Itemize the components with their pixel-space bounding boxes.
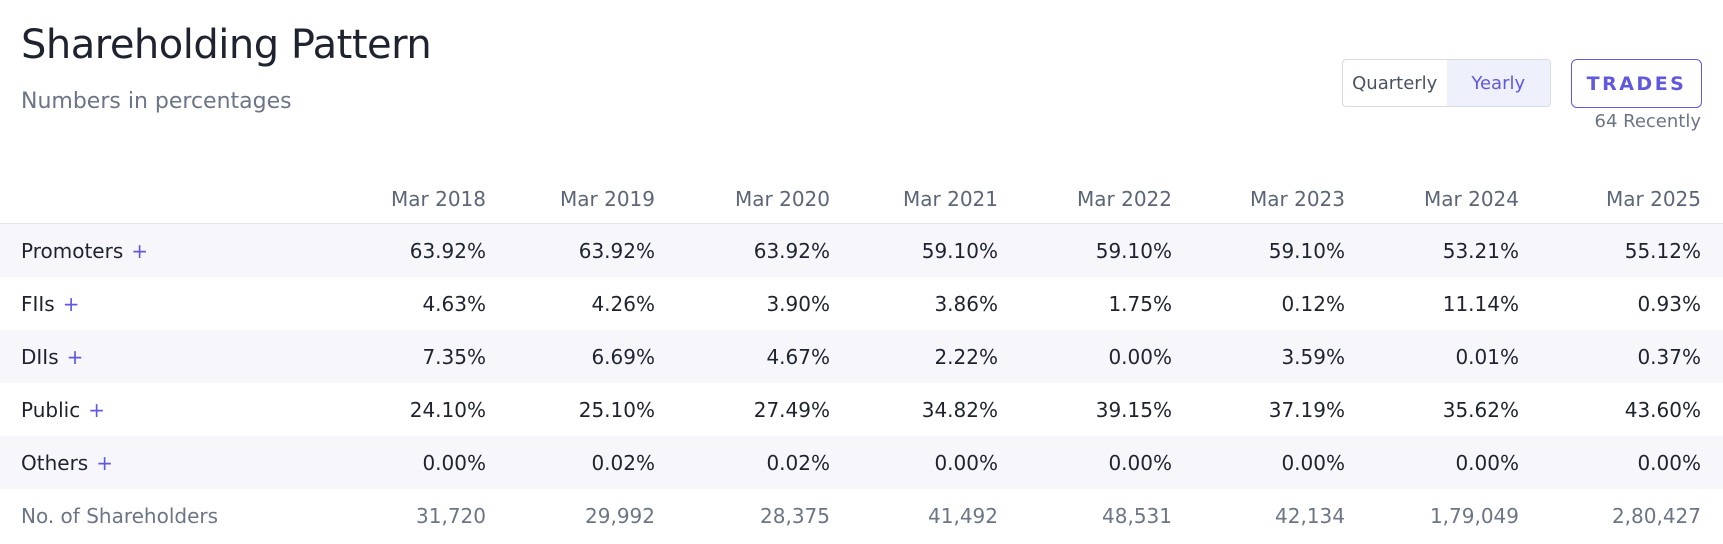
header-row: Mar 2018 Mar 2019 Mar 2020 Mar 2021 Mar 2022… — [0, 175, 1723, 224]
row-label-cell[interactable]: Promoters + — [21, 224, 148, 277]
value-cell: 59.10% — [1095, 238, 1172, 263]
row-label-cell[interactable]: FIIs + — [21, 277, 80, 330]
value-cell: 39.15% — [1095, 397, 1172, 422]
value-cell: 63.92% — [753, 238, 830, 263]
expand-button[interactable]: + — [66, 344, 84, 369]
row-label-cell: No. of Shareholders — [21, 489, 218, 542]
column-header: Mar 2018 — [391, 187, 486, 211]
row-label: Public — [21, 397, 81, 422]
value-cell: 34.82% — [921, 397, 998, 422]
value-cell: 55.12% — [1624, 238, 1701, 263]
value-cell: 0.93% — [1637, 291, 1701, 316]
row-label-cell[interactable]: DIIs + — [21, 330, 83, 383]
value-cell: 0.00% — [1455, 450, 1519, 475]
table-row: FIIs +4.63% 4.26% 3.90% 3.86% 1.75% 0.12% 11.14… — [0, 277, 1723, 330]
value-cell: 3.86% — [934, 291, 998, 316]
value-cell: 3.59% — [1281, 344, 1345, 369]
value-cell: 41,492 — [928, 503, 998, 528]
table-row: Public +24.10% 25.10% 27.49% 34.82% 39.15% 37.… — [0, 383, 1723, 436]
row-label: FIIs — [21, 291, 55, 316]
value-cell: 29,992 — [585, 503, 655, 528]
value-cell: 0.00% — [934, 450, 998, 475]
value-cell: 0.01% — [1455, 344, 1519, 369]
row-label: Others — [21, 450, 89, 475]
expand-button[interactable]: + — [88, 397, 105, 422]
table-row: DIIs +7.35% 6.69% 4.67% 2.22% 0.00% 3.59% 0.01%… — [0, 330, 1723, 383]
expand-button[interactable]: + — [62, 291, 80, 316]
value-cell: 37.19% — [1268, 397, 1345, 422]
value-cell: 0.00% — [1637, 450, 1701, 475]
table-row: No. of Shareholders 31,720 29,992 28,375 41,… — [0, 489, 1723, 542]
value-cell: 53.21% — [1442, 238, 1519, 263]
expand-button[interactable]: + — [131, 238, 149, 263]
value-cell: 24.10% — [409, 397, 486, 422]
value-cell: 6.69% — [591, 344, 655, 369]
row-label: No. of Shareholders — [21, 503, 219, 528]
value-cell: 4.63% — [422, 291, 486, 316]
column-header: Mar 2022 — [1077, 187, 1172, 211]
value-cell: 63.92% — [409, 238, 486, 263]
value-cell: 0.00% — [1108, 450, 1172, 475]
title: Shareholding Pattern — [21, 22, 432, 68]
column-header: Mar 2023 — [1250, 187, 1345, 211]
period-toggle: Quarterly Yearly — [1342, 59, 1551, 107]
column-header: Mar 2019 — [560, 187, 655, 211]
column-header: Mar 2020 — [735, 187, 830, 211]
table-row: Others +0.00% 0.02% 0.02% 0.00% 0.00% 0.00% 0.0… — [0, 436, 1723, 489]
value-cell: 0.02% — [766, 450, 830, 475]
column-header: Mar 2021 — [903, 187, 998, 211]
value-cell: 0.37% — [1637, 344, 1701, 369]
toggle-option[interactable]: Quarterly — [1352, 72, 1438, 94]
value-cell: 59.10% — [1268, 238, 1345, 263]
value-cell: 3.90% — [766, 291, 830, 316]
expand-button[interactable]: + — [96, 450, 113, 475]
value-cell: 1.75% — [1108, 291, 1172, 316]
toggle-option[interactable]: Yearly — [1446, 60, 1550, 106]
value-cell: 11.14% — [1442, 291, 1519, 316]
column-header: Mar 2025 — [1606, 187, 1701, 211]
value-cell: 31,720 — [416, 503, 486, 528]
value-cell: 35.62% — [1442, 397, 1519, 422]
value-cell: 2,80,427 — [1611, 503, 1701, 528]
value-cell: 59.10% — [921, 238, 998, 263]
row-label: DIIs — [21, 344, 59, 369]
value-cell: 25.10% — [578, 397, 655, 422]
value-cell: 1,79,049 — [1429, 503, 1519, 528]
value-cell: 4.26% — [591, 291, 655, 316]
value-cell: 43.60% — [1624, 397, 1701, 422]
subtitle: Numbers in percentages — [21, 89, 292, 114]
row-label-cell[interactable]: Others + — [21, 436, 113, 489]
value-cell: 0.00% — [1108, 344, 1172, 369]
row-label-cell[interactable]: Public + — [21, 383, 105, 436]
value-cell: 48,531 — [1102, 503, 1172, 528]
trades-note: 64 Recently — [1594, 111, 1702, 132]
value-cell: 7.35% — [422, 344, 486, 369]
row-label: Promoters — [21, 238, 124, 263]
value-cell: 0.00% — [1281, 450, 1345, 475]
value-cell: 0.02% — [591, 450, 655, 475]
value-cell: 0.00% — [422, 450, 486, 475]
value-cell: 63.92% — [578, 238, 655, 263]
value-cell: 28,375 — [760, 503, 830, 528]
value-cell: 0.12% — [1281, 291, 1345, 316]
value-cell: 42,134 — [1275, 503, 1345, 528]
value-cell: 27.49% — [753, 397, 830, 422]
table-row: Promoters +63.92% 63.92% 63.92% 59.10% 59.10%… — [0, 224, 1723, 277]
value-cell: 2.22% — [934, 344, 998, 369]
value-cell: 4.67% — [766, 344, 830, 369]
trades-button[interactable]: TRADES — [1571, 59, 1702, 108]
column-header: Mar 2024 — [1424, 187, 1519, 211]
